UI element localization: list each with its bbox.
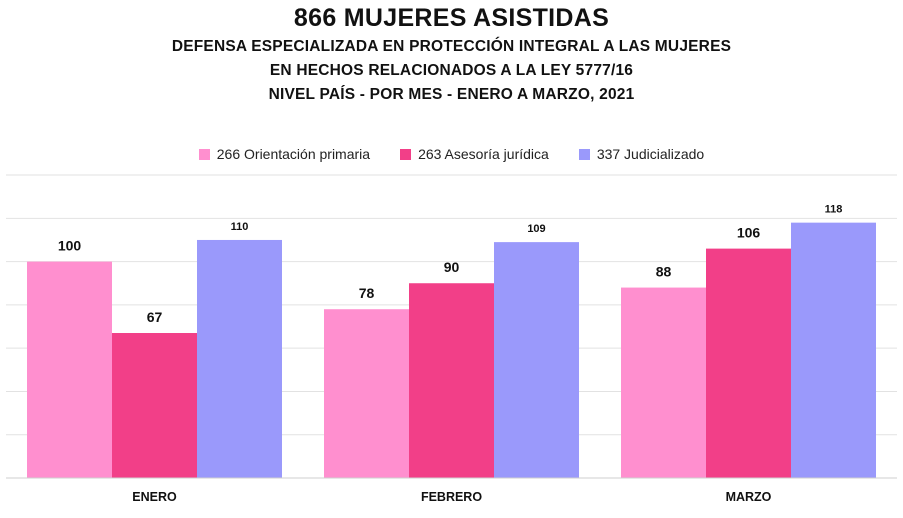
legend-swatch-orientacion: [198, 148, 210, 160]
legend-item-judicializado: 337 Judicializado: [578, 146, 705, 162]
chart-subtitle-line-3: NIVEL PAÍS - POR MES - ENERO A MARZO, 20…: [268, 86, 635, 103]
legend-swatch-asesoria: [400, 148, 412, 160]
chart-title: 866 MUJERES ASISTIDAS: [293, 4, 610, 32]
data-label-enero-series-1: 67: [147, 309, 163, 325]
category-label-marzo: MARZO: [726, 490, 772, 504]
category-label-enero: ENERO: [132, 490, 177, 504]
data-label-marzo-series-1: 106: [737, 225, 761, 241]
bar-febrero-series-0: [324, 309, 409, 478]
bar-enero-series-1: [112, 333, 197, 478]
legend-item-asesoria: 263 Asesoría jurídica: [400, 146, 549, 162]
data-label-marzo-series-2: 118: [825, 204, 843, 216]
bar-marzo-series-0: [621, 287, 706, 478]
bar-marzo-series-1: [706, 248, 791, 478]
chart-subtitle-line-2: EN HECHOS RELACIONADOS A LA LEY 5777/16: [269, 62, 634, 79]
bar-febrero-series-2: [494, 242, 579, 478]
bar-marzo-series-2: [791, 222, 876, 478]
data-label-febrero-series-1: 90: [444, 259, 460, 275]
data-label-febrero-series-0: 78: [359, 285, 375, 301]
data-label-enero-series-2: 110: [231, 221, 249, 233]
bar-febrero-series-1: [409, 283, 494, 478]
data-label-marzo-series-0: 88: [656, 264, 672, 280]
bar-enero-series-0: [27, 261, 112, 478]
legend-item-orientacion: 266 Orientación primaria: [198, 146, 371, 162]
data-label-febrero-series-2: 109: [527, 223, 545, 235]
chart-subtitle-line-1: DEFENSA ESPECIALIZADA EN PROTECCIÓN INTE…: [171, 38, 732, 55]
legend-label-judicializado: 337 Judicializado: [596, 146, 705, 162]
legend-label-asesoria: 263 Asesoría jurídica: [418, 146, 549, 162]
legend-swatch-judicializado: [578, 148, 590, 160]
category-label-febrero: FEBRERO: [421, 490, 482, 504]
data-label-enero-series-0: 100: [58, 238, 82, 254]
chart-legend: 266 Orientación primaria 263 Asesoría ju…: [0, 146, 903, 162]
legend-label-orientacion: 266 Orientación primaria: [216, 146, 371, 162]
bar-enero-series-2: [197, 239, 282, 478]
